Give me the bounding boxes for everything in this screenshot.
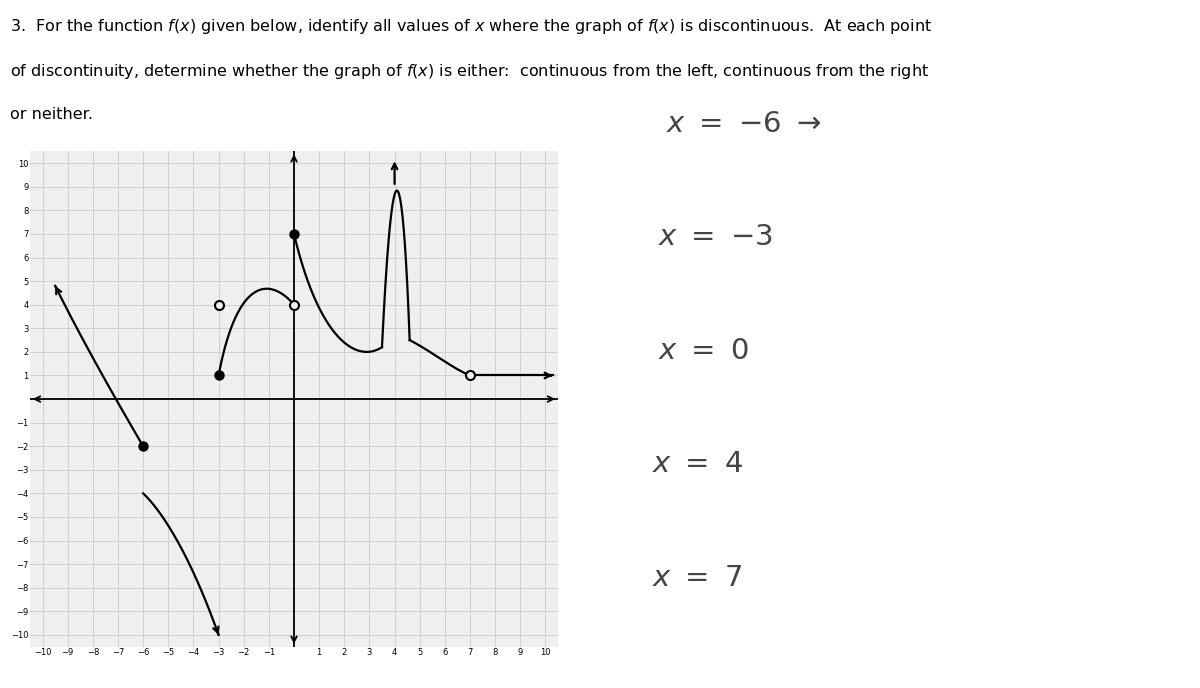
Text: or neither.: or neither. xyxy=(10,107,92,122)
Text: 3.  For the function $f(x)$ given below, identify all values of $x$ where the gr: 3. For the function $f(x)$ given below, … xyxy=(10,17,931,36)
Text: of discontinuity, determine whether the graph of $f(x)$ is either:  continuous f: of discontinuity, determine whether the … xyxy=(10,62,929,81)
Text: $\it{x}$ $=$ $4$: $\it{x}$ $=$ $4$ xyxy=(652,451,743,478)
Text: $\it{x}$ $=$ $-6$ $\rightarrow$: $\it{x}$ $=$ $-6$ $\rightarrow$ xyxy=(666,110,821,138)
Text: $\it{x}$ $=$ $7$: $\it{x}$ $=$ $7$ xyxy=(652,564,742,592)
Text: $\it{x}$ $=$ $0$: $\it{x}$ $=$ $0$ xyxy=(658,337,749,365)
Text: $\it{x}$ $=$ $-3$: $\it{x}$ $=$ $-3$ xyxy=(658,224,773,251)
